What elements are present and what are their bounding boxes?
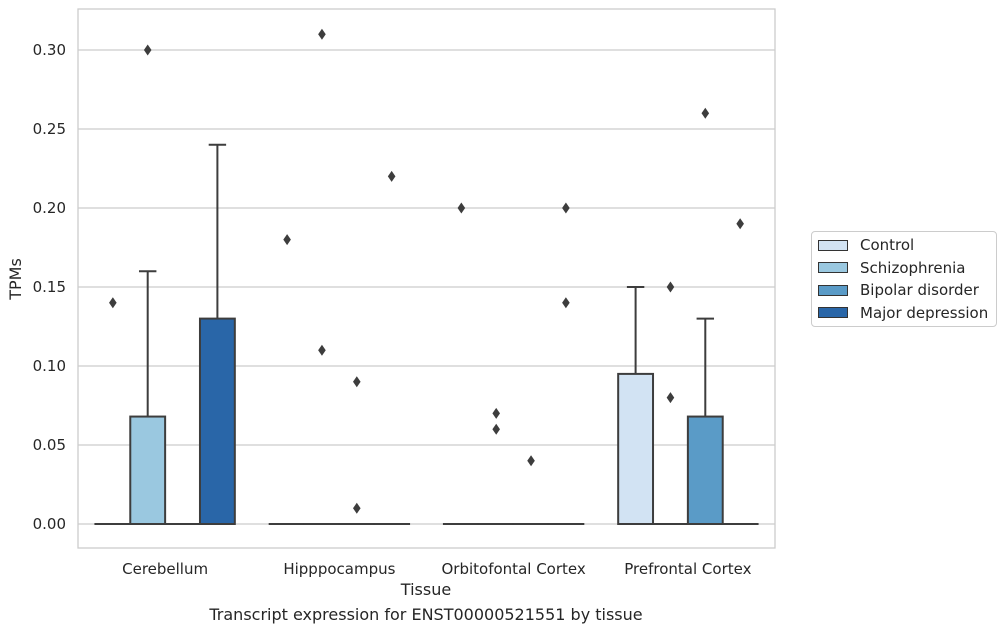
y-axis-ticks: 0.00 0.05 0.10 0.15 0.20 0.25 0.30 [33, 41, 66, 533]
series-control [94, 202, 655, 526]
box [268, 234, 306, 526]
box [547, 202, 585, 526]
box [512, 455, 550, 526]
chart-caption: Transcript expression for ENST0000052155… [209, 605, 643, 624]
x-tick-label: Orbitofontal Cortex [442, 560, 586, 578]
outlier-point [701, 107, 710, 119]
x-tick-label: Prefrontal Cortex [624, 560, 751, 578]
legend-item: Schizophrenia [818, 258, 965, 278]
gridlines [78, 49, 775, 525]
legend-item: Major depression [818, 303, 988, 323]
y-tick-label: 0.05 [33, 436, 66, 454]
series-major-depression [198, 143, 759, 526]
box [617, 286, 655, 525]
outlier-point [353, 502, 361, 514]
series-schizophrenia [129, 28, 689, 526]
y-tick-label: 0.00 [33, 515, 66, 533]
series-bipolar-disorder [164, 107, 724, 526]
x-axis-ticks: Cerebellum Hipppocampus Orbitofontal Corte… [122, 560, 751, 578]
legend-label: Schizophrenia [860, 258, 966, 277]
box [721, 218, 759, 526]
box [94, 297, 132, 526]
y-tick-label: 0.30 [33, 41, 66, 59]
box [477, 407, 515, 526]
box [198, 143, 236, 525]
outlier-point [666, 281, 675, 293]
box-body [686, 415, 724, 525]
legend-label: Bipolar disorder [860, 281, 979, 299]
x-axis-label: Tissue [400, 580, 451, 599]
y-tick-label: 0.15 [33, 278, 66, 296]
outlier-point [492, 423, 500, 435]
y-tick-label: 0.20 [33, 199, 66, 217]
outlier-point [457, 202, 466, 214]
box-series-group [94, 28, 759, 526]
x-tick-label: Hipppocampus [283, 560, 395, 578]
y-tick-label: 0.25 [33, 120, 66, 138]
box-body [198, 317, 236, 525]
legend-swatch [818, 307, 848, 318]
outlier-point [318, 344, 326, 356]
legend-item: Control [818, 235, 914, 255]
box-body [129, 415, 167, 525]
box-body [617, 372, 655, 525]
outlier-point [666, 392, 675, 404]
outlier-point [562, 202, 570, 214]
box [442, 202, 480, 526]
legend: Control Schizophrenia Bipolar disorder Majo… [811, 231, 997, 327]
outlier-point [736, 218, 744, 230]
outlier-point [109, 297, 117, 309]
legend-swatch [818, 239, 848, 251]
legend-label: Major depression [860, 303, 989, 322]
y-tick-label: 0.10 [33, 357, 66, 375]
box [652, 281, 689, 526]
outlier-point [143, 44, 152, 56]
legend-swatch [818, 284, 848, 296]
box [129, 44, 167, 525]
plot-area-frame [77, 8, 776, 549]
legend-item: Bipolar disorder [818, 280, 979, 300]
y-axis-label: TPMs [6, 258, 25, 301]
box [338, 376, 376, 526]
legend-swatch [818, 262, 848, 273]
outlier-point [318, 28, 326, 40]
x-tick-label: Cerebellum [122, 560, 208, 578]
outlier-point [283, 234, 291, 246]
outlier-point [492, 407, 500, 419]
box [373, 170, 411, 526]
legend-label: Control [860, 236, 915, 254]
box [686, 107, 724, 525]
outlier-point [562, 297, 570, 309]
outlier-point [353, 376, 361, 388]
outlier-point [387, 170, 396, 182]
outlier-point [527, 455, 535, 467]
box [303, 28, 341, 526]
